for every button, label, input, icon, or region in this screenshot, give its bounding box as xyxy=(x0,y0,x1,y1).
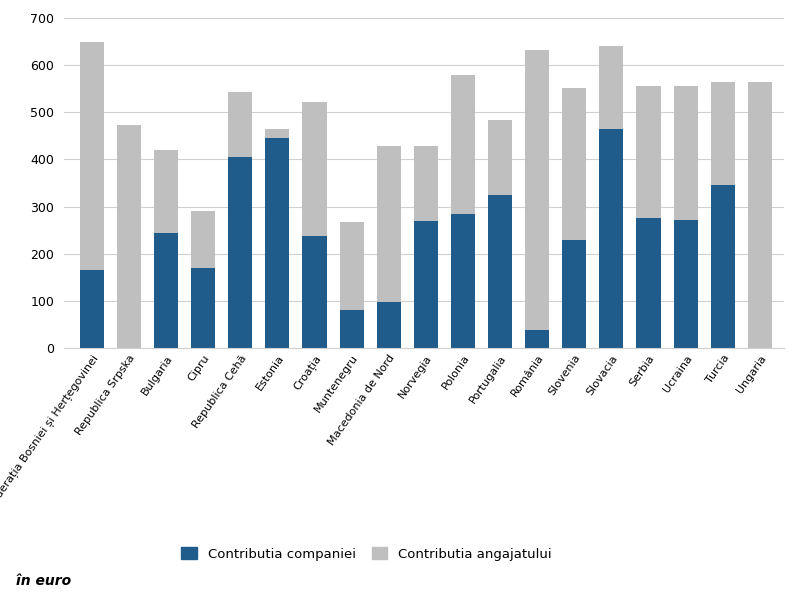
Bar xyxy=(451,74,475,214)
Bar xyxy=(748,82,772,348)
Bar xyxy=(154,232,178,348)
Bar xyxy=(302,103,326,236)
Bar xyxy=(117,125,141,348)
Bar xyxy=(191,268,215,348)
Bar xyxy=(80,270,104,348)
Bar xyxy=(414,221,438,348)
Bar xyxy=(339,310,364,348)
Bar xyxy=(488,195,512,348)
Bar xyxy=(674,86,698,220)
Legend: Contributia companiei, Contributia angajatului: Contributia companiei, Contributia angaj… xyxy=(176,542,557,566)
Bar xyxy=(637,218,661,348)
Bar xyxy=(228,157,252,348)
Bar xyxy=(488,120,512,195)
Text: în euro: în euro xyxy=(16,574,71,588)
Bar xyxy=(710,82,735,185)
Bar xyxy=(228,92,252,157)
Bar xyxy=(451,214,475,348)
Bar xyxy=(599,46,623,129)
Bar xyxy=(562,239,586,348)
Bar xyxy=(80,41,104,270)
Bar xyxy=(637,86,661,218)
Bar xyxy=(377,302,401,348)
Bar xyxy=(191,211,215,268)
Bar xyxy=(674,220,698,348)
Bar xyxy=(414,146,438,221)
Bar xyxy=(266,138,290,348)
Bar xyxy=(377,146,401,302)
Bar xyxy=(525,50,550,330)
Bar xyxy=(339,222,364,310)
Bar xyxy=(266,129,290,138)
Bar xyxy=(525,330,550,348)
Bar xyxy=(562,88,586,239)
Bar xyxy=(710,185,735,348)
Bar xyxy=(599,129,623,348)
Bar xyxy=(154,150,178,232)
Bar xyxy=(302,236,326,348)
